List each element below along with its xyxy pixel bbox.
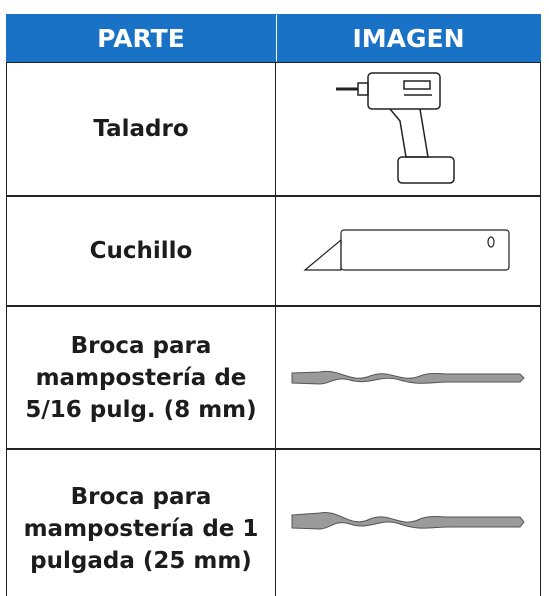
image-cell [275, 196, 541, 306]
part-name: Taladro [6, 62, 276, 196]
drill-icon [336, 72, 455, 184]
knife-icon [303, 229, 510, 271]
image-cell [275, 62, 541, 196]
part-name: Cuchillo [6, 196, 276, 306]
header-cell: IMAGEN [276, 14, 541, 62]
part-name: Broca para mampostería de 1 pulgada (25 … [6, 449, 276, 596]
header-cell: PARTE [6, 14, 276, 62]
part-name: Broca para mampostería de 5/16 pulg. (8 … [6, 306, 276, 449]
drill-bit-icon [291, 511, 525, 530]
image-cell [275, 449, 541, 596]
drill-bit-icon [291, 370, 525, 385]
image-cell [275, 306, 541, 449]
